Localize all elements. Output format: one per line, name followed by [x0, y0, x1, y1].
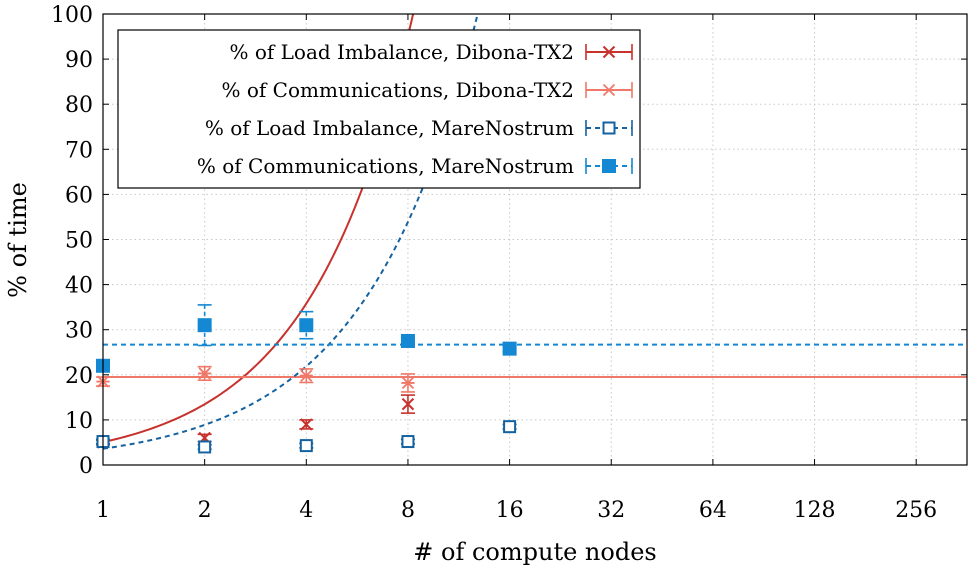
legend-label: % of Load Imbalance, MareNostrum: [205, 116, 574, 140]
marker-square-filled: [197, 318, 212, 333]
axis-ticks: 0 10 20 30 40 50 60 70 80 90 100 1 2 4 8 16 32 64 128 256: [51, 3, 967, 523]
y-tick-label: 80: [65, 93, 93, 118]
y-tick-label: 10: [65, 409, 93, 434]
marker-square-filled: [602, 159, 616, 173]
y-tick-label: 30: [65, 319, 93, 344]
data-points: [96, 304, 517, 454]
marker-square-filled: [299, 318, 314, 333]
marker-square-open: [602, 121, 616, 135]
legend-box: [117, 29, 641, 189]
y-tick-label: 60: [65, 183, 93, 208]
x-tick-label: 1: [96, 498, 110, 523]
marker-asterisk: [602, 83, 616, 97]
marker-asterisk: [198, 367, 212, 380]
y-tick-label: 40: [65, 274, 93, 299]
marker-square-open: [503, 420, 517, 434]
x-tick-label: 4: [299, 498, 313, 523]
marker-square-open: [198, 440, 212, 454]
marker-square-open: [299, 439, 313, 453]
fit-line: [103, 14, 415, 444]
legend-label: % of Load Imbalance, Dibona-TX2: [229, 40, 574, 64]
y-tick-label: 0: [79, 454, 93, 479]
marker-cross: [602, 45, 616, 59]
y-tick-label: 90: [65, 48, 93, 73]
marker-asterisk: [401, 376, 415, 390]
marker-cross: [401, 397, 415, 411]
marker-cross: [300, 418, 313, 431]
y-tick-label: 50: [65, 229, 93, 254]
legend: % of Load Imbalance, Dibona-TX2 % of Comm…: [117, 29, 641, 189]
marker-square-filled: [502, 341, 517, 356]
y-tick-label: 70: [65, 138, 93, 163]
x-tick-label: 32: [597, 498, 625, 523]
y-axis-title: % of time: [4, 182, 32, 298]
x-tick-label: 2: [198, 498, 212, 523]
x-tick-label: 256: [895, 498, 937, 523]
y-tick-label: 20: [65, 364, 93, 389]
x-tick-label: 16: [496, 498, 524, 523]
legend-label: % of Communications, Dibona-TX2: [222, 78, 574, 102]
marker-square-open: [401, 435, 415, 449]
marker-asterisk: [299, 369, 313, 382]
x-tick-label: 64: [699, 498, 727, 523]
fit-lines: [103, 14, 967, 450]
x-tick-label: 8: [401, 498, 415, 523]
marker-square-filled: [400, 333, 415, 348]
legend-label: % of Communications, MareNostrum: [197, 154, 574, 178]
x-tick-label: 128: [794, 498, 836, 523]
y-tick-label: 100: [51, 3, 93, 28]
x-axis-title: # of compute nodes: [413, 538, 656, 566]
